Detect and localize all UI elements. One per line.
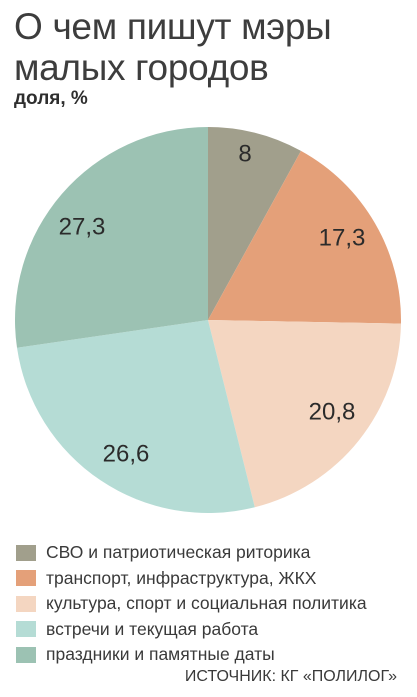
pie-chart: 8 17,3 20,8 26,6 27,3: [14, 126, 402, 513]
slice-value-label: 27,3: [59, 213, 106, 240]
legend-swatch: [16, 544, 36, 561]
slice-value-label: 20,8: [309, 398, 356, 425]
pie-slices: [14, 126, 402, 513]
pie-slice: [208, 126, 301, 320]
pie-slice: [17, 320, 255, 513]
slice-value-label: 17,3: [319, 224, 366, 251]
legend-swatch: [16, 646, 36, 663]
chart-subtitle: доля, %: [14, 88, 88, 109]
pie-slice: [208, 320, 401, 508]
legend-item: транспорт, инфраструктура, ЖКХ: [16, 566, 411, 592]
chart-title: О чем пишут мэры малых городов: [14, 6, 332, 88]
pie-value-labels: 8 17,3 20,8 26,6 27,3: [59, 140, 366, 467]
legend-label: праздники и памятные даты: [46, 644, 275, 665]
legend: СВО и патриотическая риторика транспорт,…: [16, 540, 411, 668]
legend-label: СВО и патриотическая риторика: [46, 542, 311, 563]
legend-swatch: [16, 595, 36, 612]
legend-swatch: [16, 570, 36, 587]
pie-slice: [14, 127, 209, 348]
source-note: ИСТОЧНИК: КГ «ПОЛИЛОГ»: [184, 668, 397, 685]
legend-swatch: [16, 621, 36, 638]
legend-label: культура, спорт и социальная политика: [46, 593, 367, 614]
legend-item: культура, спорт и социальная политика: [16, 591, 411, 617]
legend-item: встречи и текущая работа: [16, 617, 411, 643]
slice-value-label: 26,6: [103, 440, 150, 467]
legend-label: транспорт, инфраструктура, ЖКХ: [46, 567, 317, 588]
legend-label: встречи и текущая работа: [46, 618, 259, 639]
legend-item: СВО и патриотическая риторика: [16, 540, 411, 566]
legend-item: праздники и памятные даты: [16, 642, 411, 668]
pie-slice: [208, 150, 402, 324]
slice-value-label: 8: [238, 140, 251, 167]
